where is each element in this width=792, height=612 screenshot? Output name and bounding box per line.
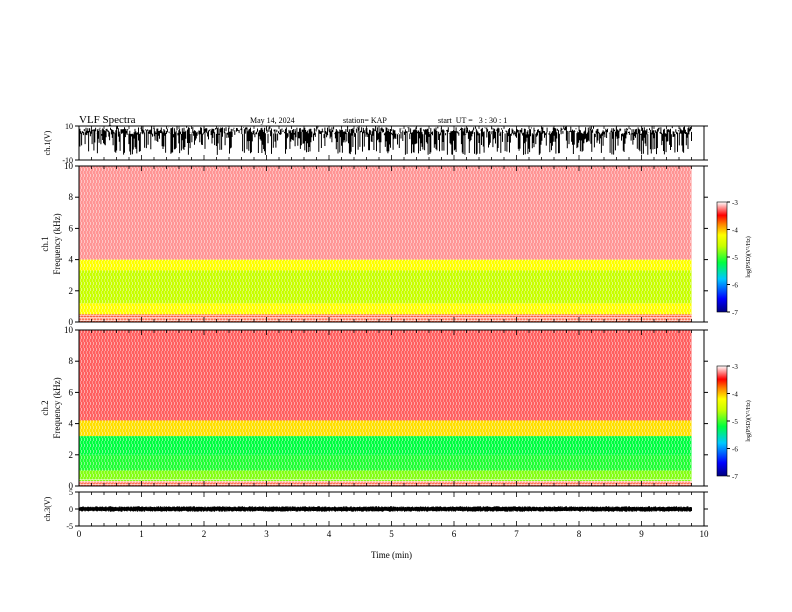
x-tick-label: 9 [639,529,644,539]
x-tick-label: 2 [202,529,207,539]
y-tick-label: 6 [69,223,74,233]
colorbar-tick-label: -7 [732,473,738,481]
y-tick-label: 8 [69,192,74,202]
x-tick-label: 10 [700,529,710,539]
spectrogram-ylabel: Frequency (kHz) [52,377,62,438]
y-tick-label: 4 [69,255,74,265]
colorbar-tick-label: -6 [732,282,738,290]
y-tick-label: 10 [64,325,74,335]
station-label: station= KAP [343,116,387,125]
ch3-waveform-trace [78,506,692,512]
ch1-waveform-ylabel: ch.1(V) [43,130,52,155]
x-tick-label: 3 [264,529,269,539]
start-time-label: start UT = 3 : 30 : 1 [438,116,508,125]
spectrogram-texture [79,166,692,322]
colorbar-tick-label: -4 [732,391,738,399]
ch1-waveform-trace [78,126,692,155]
y-tick-label: 10 [65,122,73,131]
colorbar-tick-label: -4 [732,227,738,235]
x-tick-label: 8 [577,529,582,539]
colorbar-label: log(PSD)(V²/Hz) [745,400,752,441]
figure-title: VLF Spectra [79,114,136,126]
colorbar-tick-label: -3 [732,199,738,207]
ch1-spectrogram [79,166,692,322]
colorbar-tick-label: -3 [732,363,738,371]
x-tick-label: 5 [389,529,394,539]
colorbar-tick-label: -6 [732,446,738,454]
y-tick-label: 0 [69,317,74,327]
date-label: May 14, 2024 [250,116,295,125]
y-tick-label: 0 [69,505,73,514]
spectrogram-ylabel: Frequency (kHz) [52,213,62,274]
x-tick-label: 1 [139,529,144,539]
spectrogram-channel-label: ch.2 [40,400,50,415]
spectrogram-texture [79,330,692,486]
x-tick-label: 7 [514,529,519,539]
x-tick-label: 6 [452,529,457,539]
ch2-colorbar [716,365,728,477]
ch1-colorbar [716,201,728,313]
y-tick-label: 2 [69,286,74,296]
colorbar-tick-label: -5 [732,418,738,426]
x-tick-label: 0 [77,529,82,539]
y-tick-label: 10 [64,161,74,171]
ch3-waveform-ylabel: ch.3(V) [43,496,52,521]
colorbar-tick-label: -5 [732,254,738,262]
y-tick-label: -5 [66,522,73,531]
ch2-spectrogram [79,330,692,486]
spectrogram-channel-label: ch.1 [40,236,50,251]
y-tick-label: 0 [69,481,74,491]
colorbar-label: log(PSD)(V²/Hz) [745,236,752,277]
x-tick-label: 4 [327,529,332,539]
y-tick-label: -10 [62,156,73,165]
y-tick-label: 8 [69,356,74,366]
colorbar-tick-label: -7 [732,309,738,317]
y-tick-label: 5 [69,488,73,497]
y-tick-label: 6 [69,387,74,397]
x-axis-label: Time (min) [371,550,412,560]
y-tick-label: 2 [69,450,74,460]
y-tick-label: 4 [69,419,74,429]
